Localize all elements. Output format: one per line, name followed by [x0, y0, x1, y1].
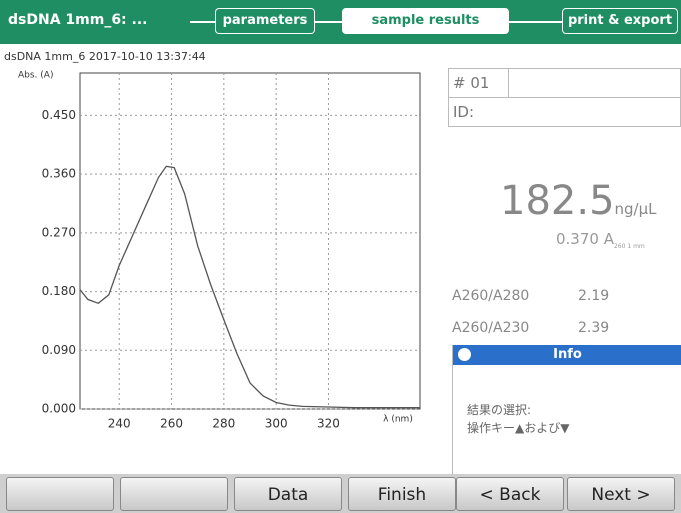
- plot-frame: [79, 72, 421, 410]
- info-icon: [458, 348, 471, 361]
- concentration: 182.5ng/µL: [500, 178, 657, 224]
- connector: [190, 21, 215, 23]
- absorbance-sub: 260 1 mm: [614, 243, 645, 250]
- spectrum-line: [79, 165, 420, 409]
- ratio-value: 2.19: [578, 288, 610, 304]
- x-tick-label: 300: [265, 417, 288, 431]
- ratio-label: A260/A280: [452, 288, 530, 304]
- info-line: 操作キー▲および▼: [467, 421, 570, 435]
- chart: dsDNA 1mm_6 2017-10-10 13:37:44 Abs. (A)…: [4, 50, 421, 431]
- sample-number-text: # 01: [453, 74, 490, 92]
- absorbance-value: 0.370: [556, 230, 599, 248]
- info-title: Info: [553, 347, 582, 362]
- y-tick-label: 0.360: [42, 167, 76, 181]
- concentration-unit: ng/µL: [614, 200, 657, 218]
- info-body: 結果の選択: 操作キー▲および▼: [453, 365, 681, 437]
- chart-title: dsDNA 1mm_6 2017-10-10 13:37:44: [4, 50, 206, 63]
- x-axis-label: λ (nm): [383, 415, 413, 425]
- concentration-value: 182.5: [500, 178, 615, 224]
- header-title: dsDNA 1mm_6: ...: [8, 12, 148, 28]
- header-bar: dsDNA 1mm_6: ... parameters sample resul…: [0, 0, 681, 44]
- ratio-label: A260/A230: [452, 320, 530, 336]
- ratio-value: 2.39: [578, 320, 610, 336]
- x-tick-label: 240: [108, 417, 131, 431]
- button-bar: Data Finish < Back Next >: [0, 474, 681, 513]
- divider: [508, 68, 509, 98]
- button[interactable]: Finish: [348, 477, 456, 511]
- y-tick-label: 0.000: [42, 402, 76, 416]
- button[interactable]: [6, 477, 114, 511]
- button[interactable]: < Back: [456, 477, 564, 511]
- button[interactable]: [120, 477, 228, 511]
- absorbance-unit: A: [603, 230, 614, 248]
- id-label: ID:: [453, 103, 475, 121]
- id-field: ID:: [448, 97, 681, 127]
- tab-active[interactable]: sample results: [342, 8, 509, 34]
- info-header: Info: [453, 345, 681, 365]
- button[interactable]: Next >: [567, 477, 675, 511]
- tab[interactable]: parameters: [215, 8, 315, 34]
- y-tick-label: 0.090: [42, 343, 76, 357]
- x-tick-label: 320: [317, 417, 340, 431]
- y-tick-label: 0.270: [42, 225, 76, 239]
- info-line: 結果の選択:: [467, 403, 532, 417]
- y-tick-label: 0.180: [42, 284, 76, 298]
- connector: [315, 21, 342, 23]
- x-tick-label: 260: [160, 417, 183, 431]
- connector: [509, 21, 562, 23]
- x-tick-label: 280: [212, 417, 235, 431]
- button[interactable]: Data: [234, 477, 342, 511]
- sample-number: # 01: [448, 68, 681, 98]
- tab[interactable]: print & export: [562, 8, 678, 34]
- y-tick-label: 0.450: [42, 108, 76, 122]
- info-panel: Info 結果の選択: 操作キー▲および▼: [452, 345, 681, 474]
- absorbance: 0.370 A260 1 mm: [556, 230, 645, 250]
- y-axis-label: Abs. (A): [18, 71, 53, 81]
